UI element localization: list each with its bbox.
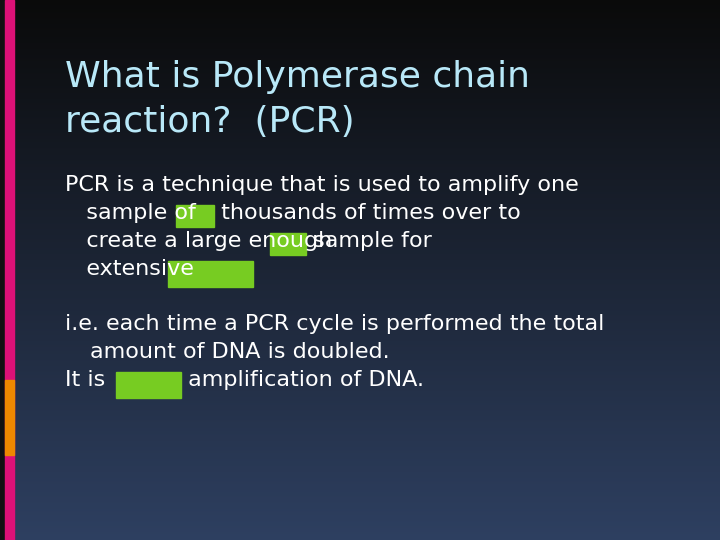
- Text: thousands of times over to: thousands of times over to: [215, 203, 521, 223]
- Text: reaction?  (PCR): reaction? (PCR): [65, 105, 355, 139]
- Bar: [117, 372, 181, 398]
- Text: PCR is a technique that is used to amplify one: PCR is a technique that is used to ampli…: [65, 175, 579, 195]
- Bar: [176, 205, 215, 227]
- Text: It is: It is: [65, 370, 112, 390]
- Bar: [271, 233, 307, 255]
- Bar: [5, 0, 14, 540]
- Text: What is Polymerase chain: What is Polymerase chain: [65, 60, 530, 94]
- Text: sample for: sample for: [307, 231, 432, 251]
- Bar: [0, 0, 5, 540]
- Text: create a large enough: create a large enough: [65, 231, 332, 251]
- Text: sample of: sample of: [65, 203, 203, 223]
- Text: amount of DNA is doubled.: amount of DNA is doubled.: [90, 342, 390, 362]
- Text: extensive: extensive: [65, 259, 194, 279]
- Text: i.e. each time a PCR cycle is performed the total: i.e. each time a PCR cycle is performed …: [65, 314, 604, 334]
- Bar: [168, 261, 253, 287]
- Bar: [5, 380, 14, 455]
- Text: amplification of DNA.: amplification of DNA.: [181, 370, 424, 390]
